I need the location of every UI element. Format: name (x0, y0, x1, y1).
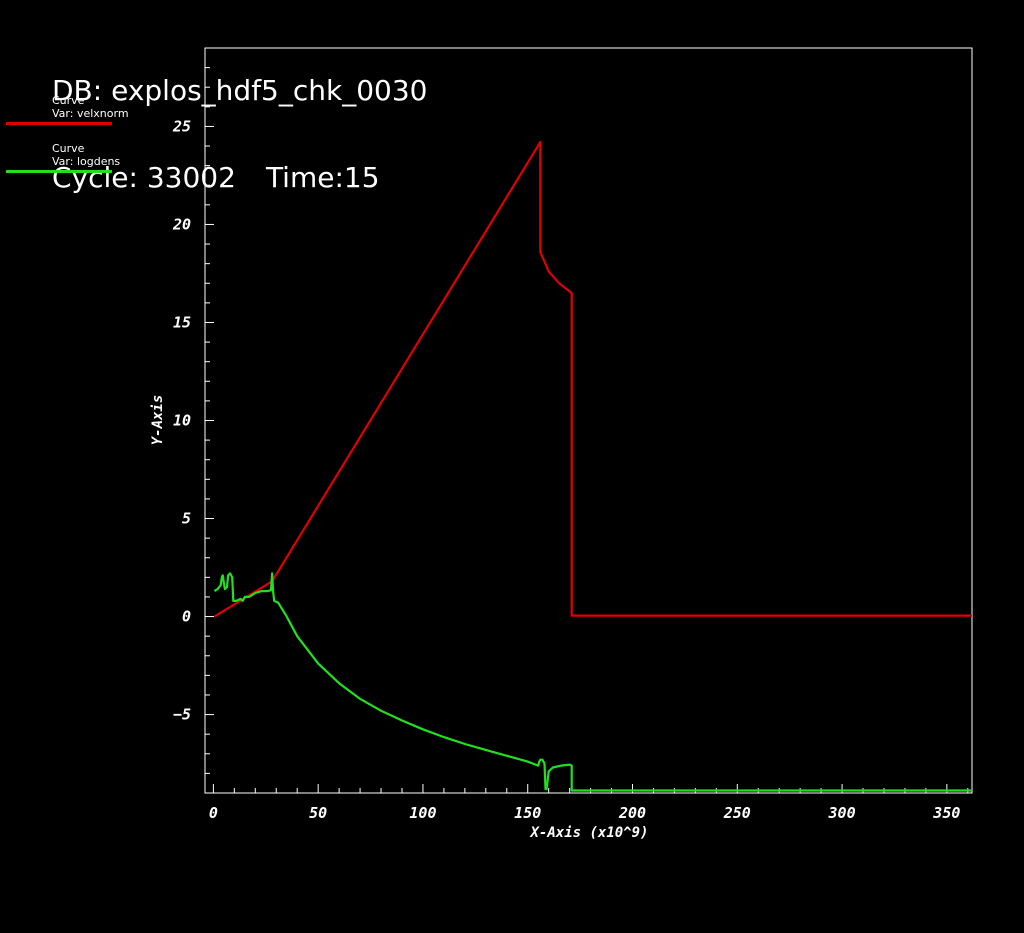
y-tick-label: −5 (173, 706, 191, 724)
legend-var-label: Var: velxnorm (52, 107, 129, 120)
y-axis-title: Y-Axis (150, 395, 166, 446)
x-tick-label: 150 (514, 804, 541, 822)
x-tick-label: 200 (618, 804, 646, 822)
plot-frame (204, 47, 973, 794)
cycle-time-label: Cycle: 33002 Time:15 (52, 163, 427, 192)
plot-header: DB: explos_hdf5_chk_0030 Cycle: 33002 Tim… (52, 18, 427, 250)
cycle-label: Cycle: 33002 (52, 161, 236, 194)
legend-entry-logdens: Curve Var: logdens (0, 142, 150, 190)
x-axis-title: X-Axis (x10^9) (529, 825, 648, 841)
x-tick-label: 100 (409, 804, 436, 822)
legend: Curve Var: velxnorm Curve Var: logdens (0, 94, 150, 190)
y-tick-label: 25 (172, 117, 191, 135)
curve-velxnorm (213, 141, 972, 618)
y-tick-label: 0 (182, 608, 191, 626)
y-tick-label: 20 (172, 215, 191, 233)
database-label: DB: explos_hdf5_chk_0030 (52, 74, 428, 107)
curve-logdens (213, 572, 972, 792)
axis-ticks (205, 47, 969, 794)
x-tick-label: 350 (932, 804, 960, 822)
legend-swatch-red (6, 122, 112, 125)
legend-swatch-green (6, 170, 112, 173)
plot-axes (204, 47, 973, 794)
y-tick-label: 15 (173, 313, 191, 331)
legend-title: Curve (52, 142, 85, 155)
y-tick-label: 5 (182, 510, 191, 528)
x-tick-label: 300 (828, 804, 856, 822)
x-tick-label: 0 (209, 804, 218, 822)
x-tick-label: 250 (723, 804, 751, 822)
x-tick-label: 50 (309, 804, 327, 822)
time-label: Time:15 (265, 161, 380, 194)
y-tick-label: 10 (173, 412, 191, 430)
plot-curves (213, 141, 972, 792)
legend-var-label: Var: logdens (52, 155, 121, 168)
legend-entry-velxnorm: Curve Var: velxnorm (0, 94, 150, 142)
legend-title: Curve (52, 94, 85, 107)
